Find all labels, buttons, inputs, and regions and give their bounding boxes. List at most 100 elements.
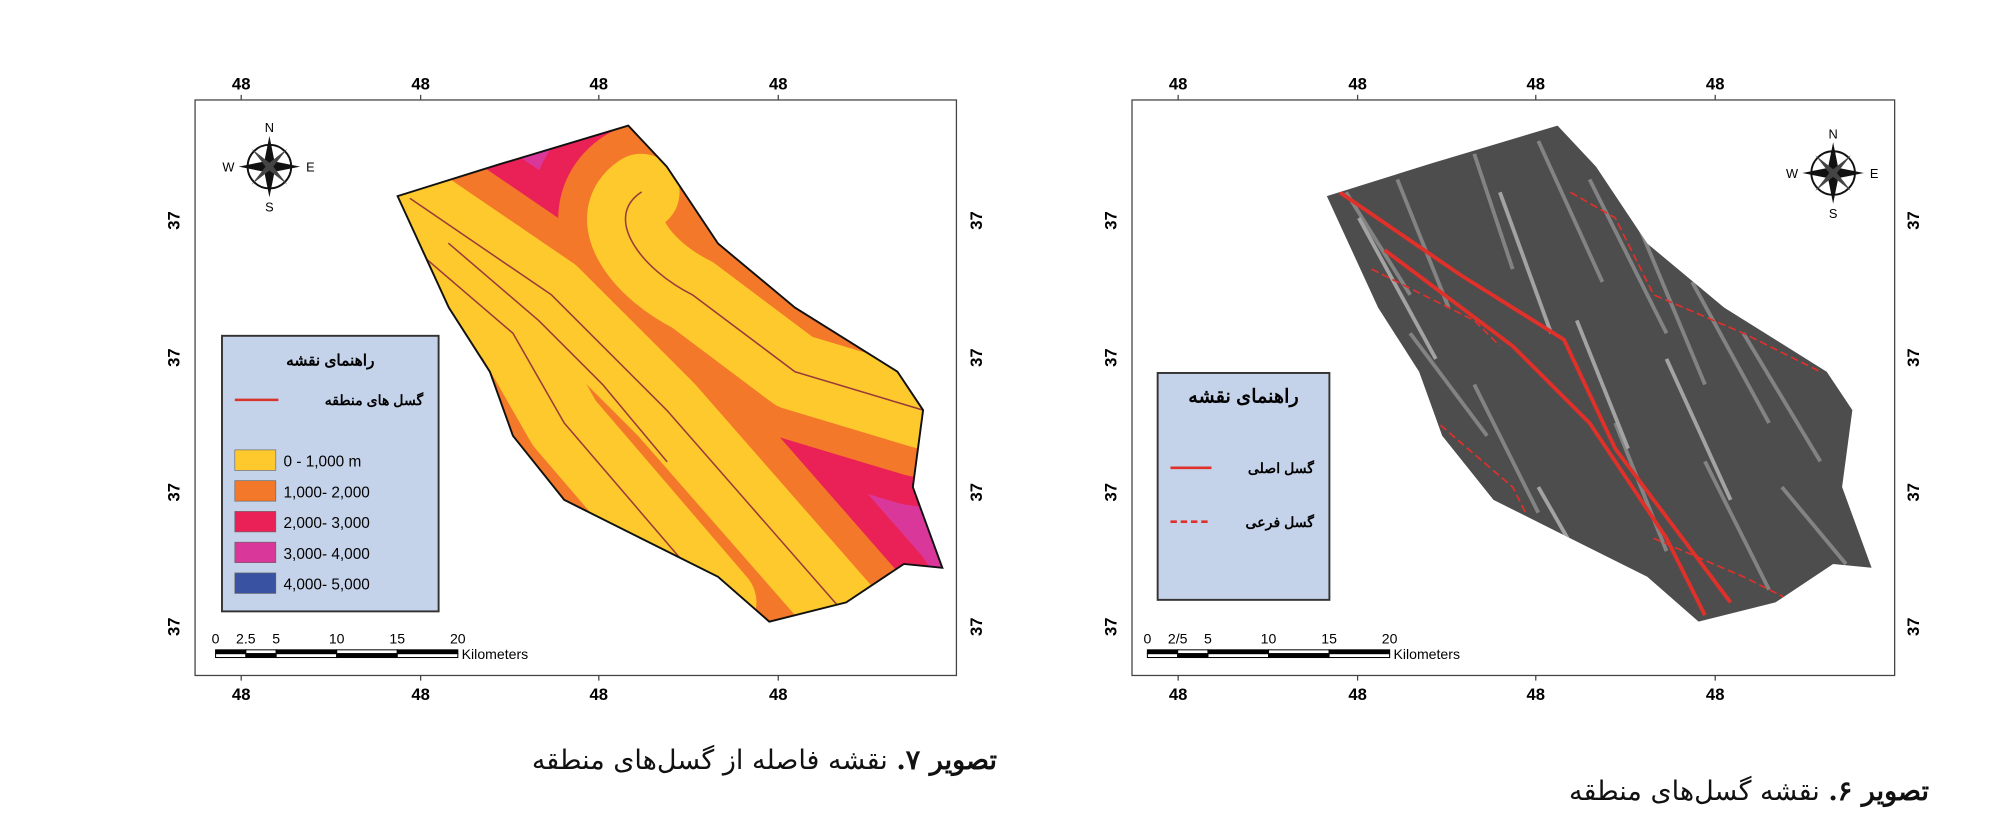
scale-segment <box>396 649 459 655</box>
legend-swatch <box>234 541 277 564</box>
legend-label: 1,000- 2,000 <box>284 484 370 501</box>
scale-label: 10 <box>1261 630 1277 646</box>
caption-text: نقشه گسل‌های منطقه <box>1569 776 1820 807</box>
compass-label: N <box>1829 126 1838 141</box>
scale-label: 15 <box>389 630 405 646</box>
y-tick-label: 37 <box>1904 211 1923 230</box>
legend-label: 3,000- 4,000 <box>284 546 370 563</box>
legend-swatch <box>234 480 277 502</box>
y-tick-label: 37 <box>1904 618 1923 637</box>
scale-segment <box>1207 649 1270 655</box>
scale-segment <box>245 649 277 655</box>
x-tick-label: 48 <box>1348 75 1367 94</box>
y-tick-label: 37 <box>165 618 184 637</box>
legend-title: راهنمای نقشه <box>286 352 374 369</box>
caption-text: نقشه فاصله از گسل‌های منطقه <box>531 745 888 776</box>
scale-label: 15 <box>1321 630 1337 646</box>
x-tick-label: 48 <box>411 685 430 704</box>
scale-segment <box>245 653 277 659</box>
scale-label: 5 <box>272 630 280 646</box>
y-tick-label: 37 <box>165 483 184 502</box>
compass-label: S <box>265 199 274 214</box>
scale-segment <box>396 653 459 659</box>
distance-map <box>397 125 943 622</box>
x-tick-label: 48 <box>1526 685 1545 704</box>
scale-segment <box>1328 649 1391 655</box>
scale-label: 2/5 <box>1168 630 1188 646</box>
scale-label: 0 <box>1143 630 1151 646</box>
scale-label: 5 <box>1204 630 1212 646</box>
legend-swatch <box>234 572 277 594</box>
scale-unit: Kilometers <box>462 646 529 662</box>
legend-label: 0 - 1,000 m <box>284 454 362 471</box>
scale-segment <box>1268 653 1330 659</box>
y-tick-label: 37 <box>165 348 184 367</box>
scale-label: 20 <box>450 630 466 646</box>
compass-label: W <box>222 160 235 175</box>
legend-box <box>221 334 440 613</box>
compass-label: W <box>1786 166 1799 181</box>
scale-segment <box>1146 649 1179 655</box>
legend-title: راهنمای نقشه <box>1188 386 1298 408</box>
compass-star <box>251 148 288 185</box>
x-tick-label: 48 <box>1706 685 1725 704</box>
legend-label: 4,000- 5,000 <box>284 577 370 594</box>
scale-label: 10 <box>329 630 345 646</box>
x-tick-label: 48 <box>1169 685 1188 704</box>
scale-segment <box>1207 653 1270 659</box>
compass-label: S <box>1829 206 1838 221</box>
y-tick-label: 37 <box>1102 211 1121 230</box>
scale-segment <box>1177 649 1209 655</box>
x-tick-label: 48 <box>411 75 430 94</box>
y-tick-label: 37 <box>967 483 986 502</box>
compass-label: E <box>306 160 315 175</box>
compass-label: N <box>265 120 274 135</box>
scale-segment <box>215 653 247 659</box>
scale-segment <box>275 649 338 655</box>
y-tick-label: 37 <box>1904 348 1923 367</box>
scale-segment <box>1177 653 1209 659</box>
x-tick-label: 48 <box>590 685 609 704</box>
north-arrow: N S E W <box>222 120 314 214</box>
y-tick-label: 37 <box>967 618 986 637</box>
legend-swatch <box>234 449 277 471</box>
legend-label: 2,000- 3,000 <box>284 515 370 532</box>
legend-label: گسل اصلی <box>1248 460 1314 476</box>
compass-star <box>1815 155 1852 191</box>
scale-label: 20 <box>1382 630 1398 646</box>
y-tick-label: 37 <box>1102 618 1121 637</box>
scale-segment <box>336 649 398 655</box>
x-tick-label: 48 <box>1169 75 1188 94</box>
legend-box <box>1156 372 1331 601</box>
figure-caption: تصویر ۶. نقشه گسل‌های منطقه <box>1569 776 1929 807</box>
scale-segment <box>1146 653 1179 659</box>
scale-segment <box>275 653 338 659</box>
scale-label: 2.5 <box>236 630 256 646</box>
y-tick-label: 37 <box>967 211 986 230</box>
legend-label: گسل فرعی <box>1246 514 1315 531</box>
y-tick-label: 37 <box>165 211 184 230</box>
x-tick-label: 48 <box>1706 75 1725 94</box>
scale-segment <box>1328 653 1391 659</box>
scale-label: 0 <box>212 630 220 646</box>
scale-unit: Kilometers <box>1393 646 1459 662</box>
caption-label: تصویر ۶. <box>1828 776 1929 807</box>
legend-swatch <box>234 511 277 533</box>
x-tick-label: 48 <box>1526 75 1545 94</box>
figure-caption: تصویر ۷. نقشه فاصله از گسل‌های منطقه <box>532 745 997 776</box>
legend-label: گسل های منطقه <box>325 392 424 408</box>
x-tick-label: 48 <box>1348 685 1367 704</box>
x-tick-label: 48 <box>590 75 609 94</box>
caption-label: تصویر ۷. <box>896 745 997 776</box>
x-tick-label: 48 <box>232 685 251 704</box>
y-tick-label: 37 <box>1904 483 1923 502</box>
compass-label: E <box>1870 166 1879 181</box>
y-tick-label: 37 <box>967 348 986 367</box>
y-tick-label: 37 <box>1102 483 1121 502</box>
scale-segment <box>215 649 247 655</box>
scale-segment <box>336 653 398 659</box>
scale-segment <box>1268 649 1330 655</box>
x-tick-label: 48 <box>769 685 788 704</box>
